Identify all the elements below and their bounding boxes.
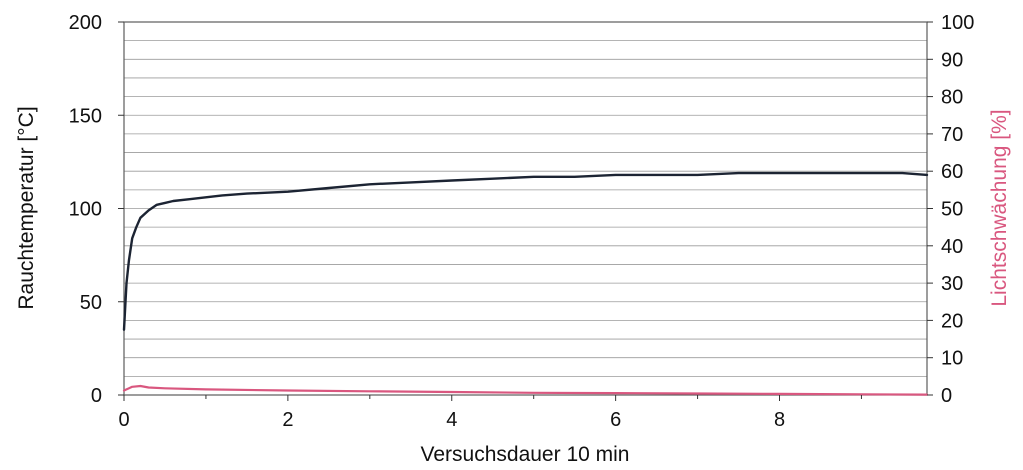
y2-tick-label: 30 (941, 273, 963, 295)
light-attenuation-series-line (122, 384, 929, 396)
x-tick-label: 4 (446, 409, 457, 431)
y-tick-label: 100 (69, 199, 102, 221)
y2-tick-label: 80 (941, 87, 963, 109)
y2-tick-label: 20 (941, 310, 963, 332)
x-axis-ticks: 0 2 4 6 8 (118, 395, 862, 431)
y-axis-ticks: 0 50 100 150 200 (69, 12, 124, 407)
y2-tick-label: 50 (941, 199, 963, 221)
temperature-series-line (122, 171, 929, 331)
y-axis-title: Rauchtemperatur [°C] (15, 106, 38, 309)
y-tick-label: 150 (69, 105, 102, 127)
y2-tick-label: 40 (941, 236, 963, 258)
y-tick-label: 200 (69, 12, 102, 34)
y-tick-label: 0 (91, 385, 102, 407)
x-tick-label: 0 (118, 409, 129, 431)
series-layer (122, 171, 929, 396)
grid-lines (124, 40, 927, 377)
y2-axis-ticks: 0 10 20 30 40 50 60 70 80 90 100 (927, 12, 974, 407)
x-tick-label: 2 (282, 409, 293, 431)
y2-tick-label: 10 (941, 348, 963, 370)
y2-tick-label: 70 (941, 124, 963, 146)
x-tick-label: 6 (610, 409, 621, 431)
y2-tick-label: 100 (941, 12, 974, 34)
y2-tick-label: 90 (941, 49, 963, 71)
y2-tick-label: 0 (941, 385, 952, 407)
y-tick-label: 50 (80, 292, 102, 314)
x-axis-title: Versuchsdauer 10 min (421, 443, 630, 466)
y2-tick-label: 60 (941, 161, 963, 183)
x-tick-label: 8 (774, 409, 785, 431)
y2-axis-title: Lichtschwächung [%] (988, 109, 1011, 306)
